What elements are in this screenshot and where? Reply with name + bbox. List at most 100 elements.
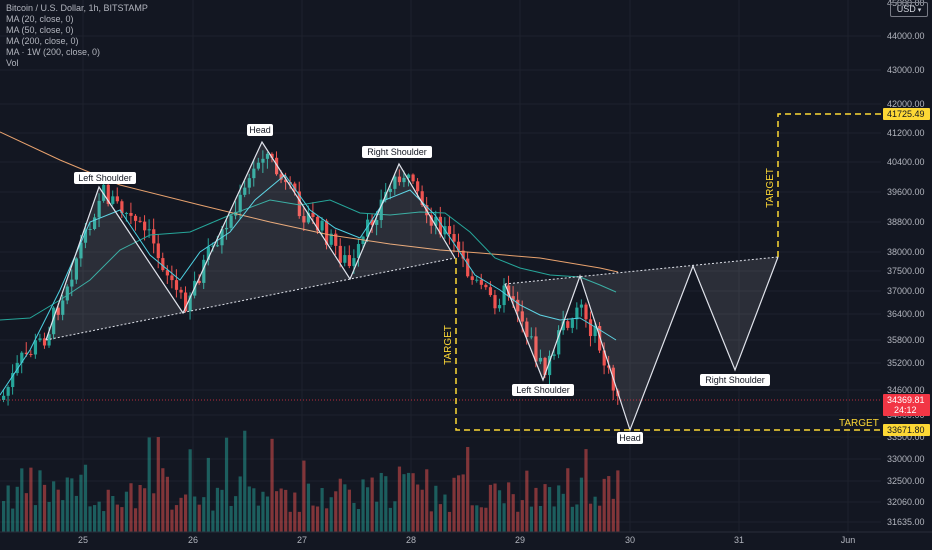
volume-bars (2, 430, 620, 532)
candle-body (370, 219, 374, 225)
candle-body (338, 245, 342, 263)
candle-body (525, 321, 529, 337)
ma50-line (0, 199, 617, 321)
volume-bar (83, 464, 88, 532)
candle-body (284, 179, 288, 183)
volume-bar (366, 487, 370, 532)
label-left-shoulder-bottom-box (512, 384, 574, 396)
neckline-bottom (504, 256, 779, 285)
candle-body (202, 259, 206, 283)
label-left-shoulder-top: Left Shoulder (78, 173, 132, 183)
volume-bar (538, 505, 543, 532)
legend-ma-weekly[interactable]: MA · 1W (200, close, 0) (6, 47, 101, 57)
candle-body (61, 300, 65, 315)
candle-body (561, 321, 565, 331)
volume-bar (352, 502, 356, 532)
ma20-line (0, 174, 617, 396)
volume-bar (61, 500, 65, 532)
volume-bar (497, 490, 502, 532)
indicator-legend: Bitcoin / U.S. Dollar, 1h, BITSTAMP MA (… (6, 3, 148, 69)
candle-body (452, 234, 456, 242)
time-axis[interactable]: 25 26 27 28 29 30 31 Jun (0, 531, 932, 545)
candle-body (256, 162, 260, 169)
volume-bar (575, 504, 579, 532)
legend-ma20[interactable]: MA (20, close, 0) (6, 14, 74, 24)
currency-selector[interactable]: USD ▾ (890, 2, 928, 17)
volume-bar (279, 488, 283, 532)
price-tick: 31635.00 (887, 517, 925, 527)
candle-body (548, 355, 552, 376)
volume-bar (293, 492, 297, 532)
candle-body (507, 285, 511, 297)
candle-body (83, 229, 88, 243)
volume-bar (6, 485, 10, 532)
volume-bar (156, 437, 160, 532)
candle-body (275, 157, 279, 175)
candle-body (165, 270, 169, 276)
volume-bar (520, 500, 524, 532)
candle-body (179, 289, 183, 293)
candle-body (570, 319, 574, 328)
volume-bar (120, 507, 124, 532)
volume-bar (147, 437, 151, 532)
volume-bar (138, 484, 142, 532)
volume-bar (74, 495, 78, 532)
volume-bar (206, 457, 210, 532)
volume-bar (133, 508, 138, 532)
candle-body (306, 212, 311, 223)
legend-ma200[interactable]: MA (200, close, 0) (6, 36, 79, 46)
volume-bar (70, 478, 74, 532)
candle-body (265, 153, 270, 159)
volume-bar (507, 482, 511, 532)
candle-body (247, 178, 251, 188)
price-tick: 42000.00 (887, 99, 925, 109)
volume-bar (443, 494, 447, 532)
volume-bar (188, 449, 192, 532)
volume-bar (306, 483, 311, 532)
volume-bar (234, 496, 238, 532)
candle-body (375, 220, 379, 225)
volume-bar (466, 446, 470, 532)
candle-body (111, 196, 115, 204)
symbol-title[interactable]: Bitcoin / U.S. Dollar, 1h, BITSTAMP (6, 3, 148, 13)
head-and-shoulders-pattern (0, 140, 881, 432)
legend-ma50[interactable]: MA (50, close, 0) (6, 25, 74, 35)
price-axis[interactable]: 44000.00 43000.00 42000.00 41200.00 40400.00… (881, 0, 932, 532)
volume-bar (93, 505, 97, 532)
volume-bar (288, 511, 292, 532)
candle-body (379, 199, 383, 221)
volume-bar (38, 470, 42, 532)
volume-bar (379, 472, 383, 532)
volume-bar (297, 511, 301, 532)
legend-volume[interactable]: Vol (6, 58, 19, 68)
volume-bar (616, 470, 620, 532)
candle-body (29, 354, 33, 356)
candle-body (129, 212, 133, 216)
volume-bar (338, 478, 342, 532)
volume-bar (602, 478, 606, 532)
label-head-bottom-box (617, 432, 643, 444)
volume-bar (406, 472, 411, 532)
candle-body (529, 336, 533, 338)
volume-bar (320, 488, 324, 532)
volume-bar (65, 477, 69, 532)
volume-bar (361, 479, 365, 532)
volume-bar (311, 505, 315, 532)
candle-body (588, 319, 593, 337)
candle-body (366, 219, 370, 237)
price-tick: 37000.00 (887, 286, 925, 296)
volume-bar (511, 494, 515, 532)
candle-body (552, 354, 556, 356)
price-tick: 38800.00 (887, 217, 925, 227)
volume-bar (475, 505, 479, 532)
volume-bar (447, 511, 452, 532)
time-tick: 27 (297, 535, 307, 545)
candle-body (74, 258, 78, 280)
volume-bar (52, 481, 56, 532)
candle-body (197, 280, 201, 283)
volume-bar (202, 497, 206, 532)
volume-bar (543, 484, 547, 532)
candle-body (607, 365, 611, 368)
